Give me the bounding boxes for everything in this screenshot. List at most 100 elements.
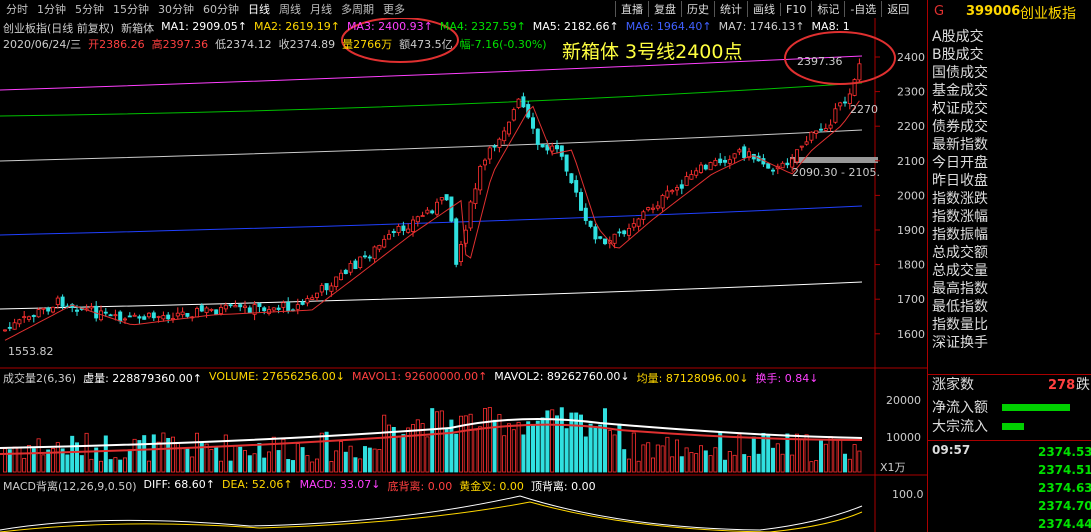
tab[interactable]: 日线 (248, 3, 270, 16)
tab[interactable]: 5分钟 (75, 3, 104, 16)
volume-bar (79, 455, 84, 473)
candle-body (46, 307, 51, 312)
candle-body (780, 162, 785, 169)
tick-price: 2374.63 (1038, 481, 1091, 495)
field-label: 最高指数 (932, 281, 988, 297)
tool-button[interactable]: 复盘 (648, 1, 681, 17)
candle-body (223, 304, 228, 310)
candle-body (766, 163, 771, 169)
volume-bar (766, 433, 771, 473)
volume-bar (780, 453, 785, 473)
volume-bar (790, 454, 795, 473)
separator (928, 374, 1091, 375)
field-label: 指数振幅 (932, 227, 988, 243)
volume-bar (319, 432, 324, 473)
tool-button[interactable]: 画线 (747, 1, 780, 17)
volume-bar (415, 419, 420, 473)
volume-bar (857, 450, 862, 473)
volume-bar (583, 436, 588, 473)
candle-body (434, 201, 439, 215)
candle-body (550, 145, 555, 152)
volume-bar (99, 460, 104, 473)
axis-label: 2000 (897, 189, 925, 202)
tab[interactable]: 60分钟 (203, 3, 239, 16)
candle-body (727, 159, 732, 164)
volume-bar (65, 454, 70, 473)
indicator-name: 新箱体 (121, 22, 155, 35)
volume-bar (761, 432, 766, 473)
volume-bar (257, 443, 262, 473)
volume-item: 均量: 87128096.00↓ (636, 372, 749, 385)
code: 399006 (966, 4, 1021, 19)
tab[interactable]: 1分钟 (37, 3, 66, 16)
tool-button[interactable]: 统计 (714, 1, 747, 17)
tab[interactable]: 多周期 (341, 3, 374, 16)
tab[interactable]: 30分钟 (158, 3, 194, 16)
volume-item: VOLUME: 27656256.00↓ (208, 370, 345, 383)
volume-bar (828, 436, 833, 473)
volume-bar (718, 432, 723, 473)
tab[interactable]: 15分钟 (113, 3, 149, 16)
candle-body (838, 102, 843, 107)
candle-body (631, 223, 636, 228)
ma-value: MA7: 1746.13↑ (718, 20, 805, 33)
tool-button[interactable]: F10 (780, 2, 811, 16)
tool-button[interactable]: 返回 (881, 1, 914, 17)
annotation: 新箱体 3号线2400点 (562, 41, 742, 63)
tab[interactable]: 更多 (383, 3, 405, 16)
volume-bar (214, 447, 219, 473)
time: 09:57 (932, 443, 971, 457)
flow-label: 大宗流入 (932, 419, 988, 435)
ma-line (4, 100, 860, 341)
candle-body (439, 197, 444, 201)
volume-bar (843, 453, 848, 473)
volume-bar (36, 438, 41, 473)
candle-body (180, 311, 185, 316)
candle-body (492, 145, 497, 148)
tab[interactable]: 分时 (6, 3, 28, 16)
tick-price: 2374.70 (1038, 499, 1091, 513)
volume-bar (473, 429, 478, 473)
volume-bar (593, 426, 598, 473)
volume-bar (262, 457, 267, 473)
low-label: 1553.82 (8, 345, 54, 358)
candle-body (660, 195, 665, 209)
tool-button[interactable]: 历史 (681, 1, 714, 17)
volume-bar (108, 459, 113, 473)
volume-bar (377, 449, 382, 473)
tool-button[interactable]: -自选 (844, 1, 881, 17)
candle-body (593, 226, 598, 240)
candle-body (286, 302, 291, 312)
ohlc-value: 开2386.26 (88, 38, 145, 51)
volume-bar (675, 439, 680, 473)
candle-body (12, 322, 17, 330)
candle-body (319, 285, 324, 293)
candle-body (262, 307, 267, 312)
candle-body (823, 128, 828, 131)
volume-bar (12, 446, 17, 473)
box-label: 2090.30 - 2105. (792, 166, 880, 179)
volume-bar (535, 420, 540, 473)
candle-body (622, 230, 627, 235)
volume-bar (420, 423, 425, 473)
candle-body (132, 314, 137, 317)
tab[interactable]: 周线 (279, 3, 301, 16)
candle-body (314, 292, 319, 298)
candle-body (814, 130, 819, 134)
field-label: 昨日收盘 (932, 173, 988, 189)
candle-body (771, 169, 776, 172)
tab[interactable]: 月线 (310, 3, 332, 16)
candle-body (295, 304, 300, 310)
volume-bar (713, 447, 718, 473)
tool-button[interactable]: 标记 (811, 1, 844, 17)
tick-list: 2374.53 2374.51 2374.63 2374.70 2374.44 (1038, 443, 1091, 532)
tool-button[interactable]: 直播 (615, 1, 648, 17)
ma-value: MA1: 2909.05↑ (161, 20, 248, 33)
candle-body (703, 164, 708, 170)
candle-body (430, 210, 435, 214)
volume-bar (641, 444, 646, 473)
volume-bar (353, 457, 358, 473)
box-line (0, 205, 863, 236)
volume-bar (55, 442, 60, 473)
